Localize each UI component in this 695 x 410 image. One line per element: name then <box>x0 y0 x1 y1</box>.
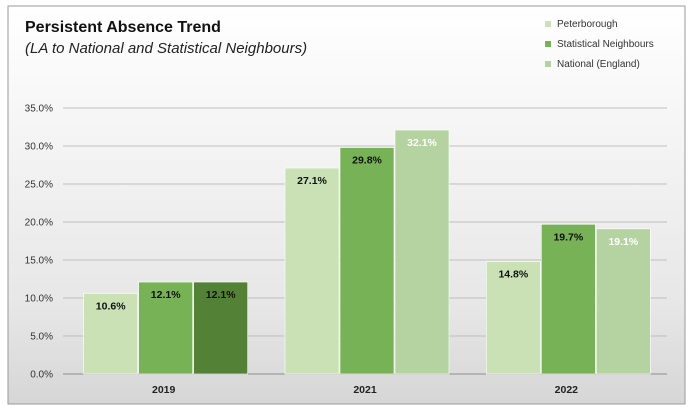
bar-0-1 <box>284 167 340 375</box>
bar-1-0 <box>138 281 193 375</box>
data-label: 19.7% <box>553 231 583 243</box>
y-tick-label: 20.0% <box>25 218 53 229</box>
y-tick-label: 5.0% <box>30 332 53 343</box>
x-tick-labels: 2019 2021 2022 <box>152 384 578 396</box>
y-tick-label: 0.0% <box>30 370 53 381</box>
legend-label: Peterborough <box>557 19 618 30</box>
bar-2-2 <box>596 228 651 375</box>
x-tick-label: 2022 <box>555 384 579 396</box>
legend-label: National (England) <box>557 59 640 70</box>
data-label: 10.6% <box>96 300 126 312</box>
bar-0-2 <box>486 261 541 375</box>
y-tick-label: 35.0% <box>25 104 53 115</box>
bar-2-0 <box>193 281 248 375</box>
legend-swatch <box>545 41 551 47</box>
chart-subtitle: (LA to National and Statistical Neighbou… <box>25 40 307 57</box>
y-tick-label: 15.0% <box>25 256 53 267</box>
bar-1-1 <box>339 147 395 375</box>
data-label: 12.1% <box>206 289 236 301</box>
data-label: 12.1% <box>151 289 181 301</box>
y-tick-label: 25.0% <box>25 180 53 191</box>
legend: Peterborough Statistical Neighbours Nation… <box>545 19 654 70</box>
bar-0-0 <box>83 293 138 375</box>
chart-title: Persistent Absence Trend <box>25 19 221 36</box>
y-tick-labels: 0.0% 5.0% 10.0% 15.0% 20.0% 25.0% 30.0% 35.0% <box>25 104 53 381</box>
x-tick-label: 2019 <box>152 384 176 396</box>
legend-swatch <box>545 21 551 27</box>
bar-1-2 <box>541 223 596 375</box>
data-labels: 10.6% 12.1% 12.1% 27.1% 29.8% 32.1% 14.8% 19.7%… <box>96 137 639 312</box>
bar-2-1 <box>394 129 450 375</box>
y-tick-label: 10.0% <box>25 294 53 305</box>
data-label: 32.1% <box>407 137 437 149</box>
data-label: 19.1% <box>608 236 638 248</box>
bars <box>83 129 651 375</box>
data-label: 27.1% <box>297 175 327 187</box>
legend-label: Statistical Neighbours <box>557 39 654 50</box>
data-label: 29.8% <box>352 155 382 167</box>
y-tick-label: 30.0% <box>25 142 53 153</box>
data-label: 14.8% <box>498 269 528 281</box>
legend-swatch <box>545 61 551 67</box>
x-tick-label: 2021 <box>353 384 377 396</box>
